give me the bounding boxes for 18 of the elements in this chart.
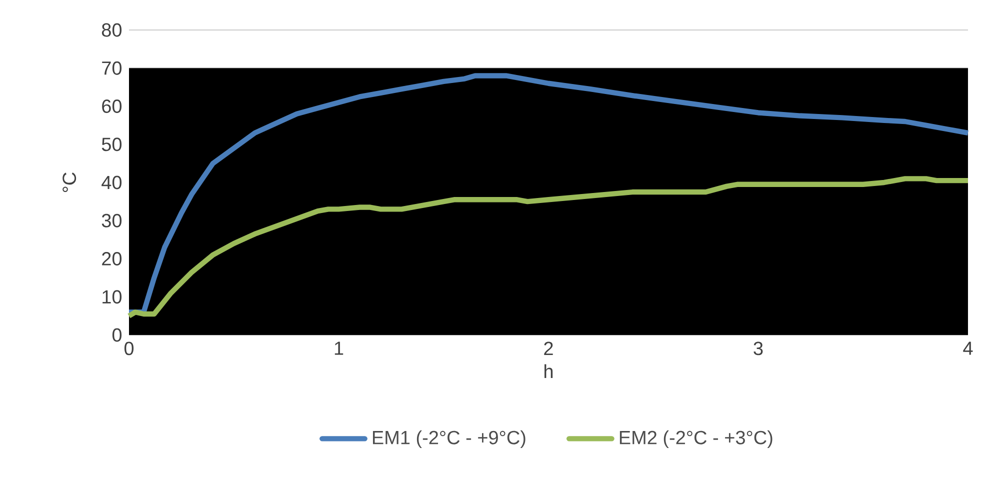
x-tick-label: 3 bbox=[754, 342, 763, 356]
y-tick-label: 40 bbox=[102, 176, 122, 190]
y-tick-label: 50 bbox=[102, 138, 122, 152]
x-tick-label: 2 bbox=[544, 342, 553, 355]
y-axis-title: °C bbox=[62, 172, 76, 192]
legend-label: EM2 (-2°C - +3°C) bbox=[620, 430, 772, 448]
y-tick-label: 70 bbox=[102, 61, 122, 75]
x-axis-title: h bbox=[544, 364, 553, 378]
y-tick-label: 60 bbox=[102, 100, 122, 113]
x-tick-label: 4 bbox=[963, 342, 973, 355]
y-tick-label: 10 bbox=[102, 290, 122, 304]
x-tick-label: 1 bbox=[334, 342, 344, 355]
legend-label: EM1 (-2°C - +9°C) bbox=[372, 430, 526, 448]
y-tick-label: 80 bbox=[102, 23, 122, 37]
y-tick-label: 30 bbox=[102, 214, 122, 228]
y-tick-label: 0 bbox=[112, 328, 122, 342]
y-tick-label: 20 bbox=[102, 252, 122, 266]
x-tick-label: 0 bbox=[124, 342, 134, 356]
